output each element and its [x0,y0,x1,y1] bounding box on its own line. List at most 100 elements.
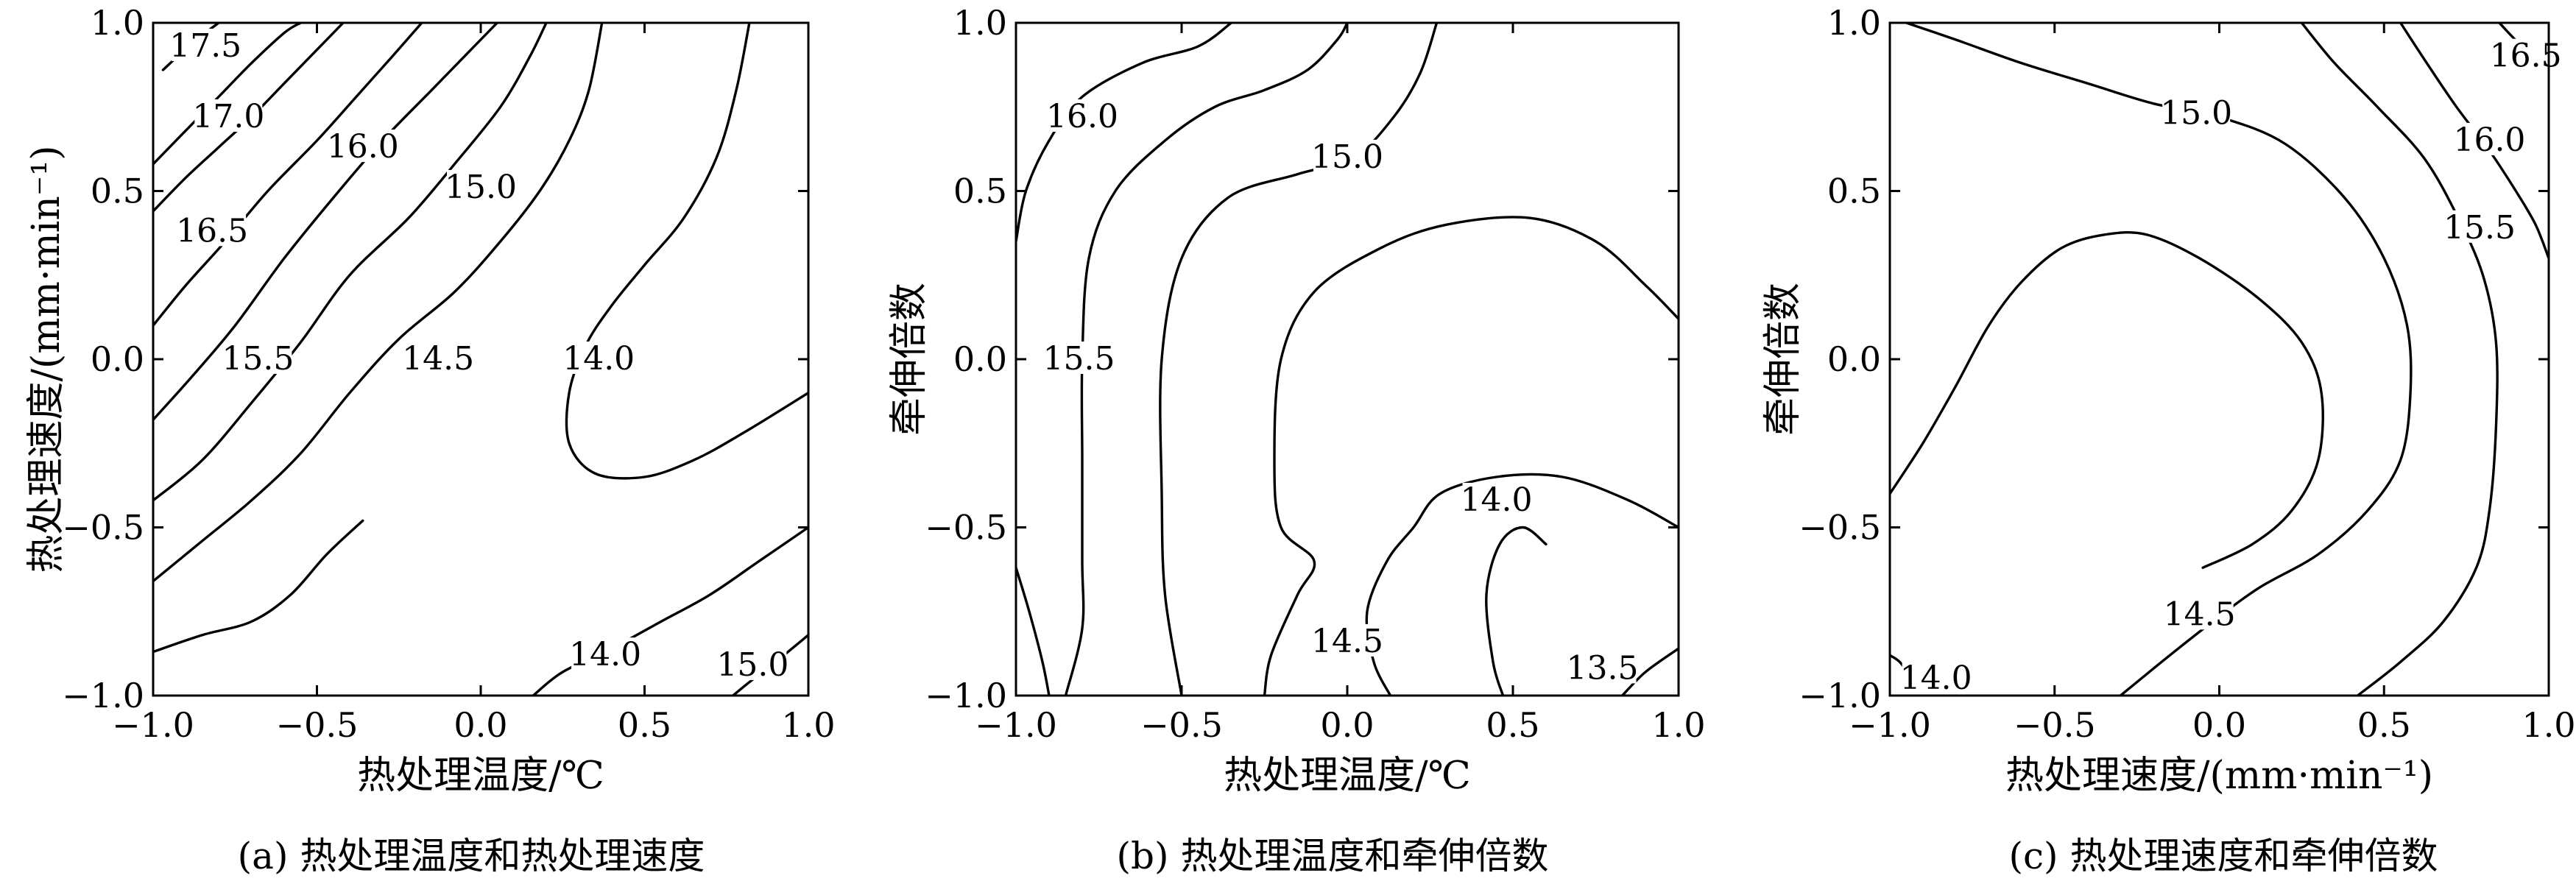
x-tick-label: 0.5 [2357,705,2411,745]
contour-line-14.5 [153,519,364,654]
contour-label: 13.5 [1567,649,1639,687]
contour-label: 14.0 [1461,481,1533,519]
contour-label-backdrop [172,28,240,61]
contour-label: 16.0 [2453,121,2525,159]
y-axis-label: 牵伸倍数 [1761,283,1805,436]
chart-panel-2: 16.0 15.5 15.0 14.5 14.0 13.5 −1.0 −0.5 0.0 0.5 1.… [887,3,1706,877]
x-axis-label: 热处理温度/℃ [1224,754,1471,798]
contour-line-15.5 [2300,23,2499,696]
y-tick-label: −0.5 [1799,508,1881,548]
x-tick-label: 0.0 [1320,705,1374,745]
contour-label: 16.5 [2490,38,2562,75]
y-tick-label: 0.5 [1827,172,1881,211]
contour-label: 16.5 [176,212,248,250]
contour-line-15.0 [153,23,548,502]
contour-label: 15.0 [1311,138,1383,176]
contour-lines [153,23,808,696]
x-axis-label: 热处理速度/(mm·min⁻¹) [2005,754,2433,798]
contour-line-14.5 [1890,231,2324,569]
x-tick-label: −0.5 [2014,705,2096,745]
contour-label: 14.5 [1311,623,1383,660]
y-axis-label: 热处理速度/(mm·min⁻¹) [24,146,68,573]
contour-label: 16.0 [327,128,399,166]
contour-label-backdrop [1568,651,1637,684]
contour-line-15.5 [1064,23,1349,696]
contour-label: 15.0 [716,646,788,684]
contour-label: 14.5 [2164,595,2236,633]
contour-label-backdrop [1045,342,1113,374]
contour-label: 15.5 [2443,209,2516,247]
y-axis-label: 牵伸倍数 [887,283,931,436]
contour-label-backdrop [1902,661,1970,694]
x-tick-label: 1.0 [1651,705,1705,745]
chart-panel-3: 16.5 16.0 15.5 15.0 14.5 14.0 −1.0 −0.5 0.0 0.5 1.… [1761,3,2576,877]
y-tick-label: 0.0 [1827,339,1881,379]
contour-line-15.0 [1905,23,2413,696]
x-tick-label: 1.0 [781,705,835,745]
contour-line-15.5 [153,23,498,421]
y-tick-label: 0.0 [953,339,1007,379]
x-tick-label: −0.5 [276,705,359,745]
y-tick-label: −1.0 [925,676,1007,715]
y-tick-label: −0.5 [62,508,144,548]
contour-label-backdrop [2446,210,2514,243]
x-tick-label: −1.0 [112,705,194,745]
contour-label-backdrop [404,342,473,374]
contour-line-15.0 [1159,23,1439,696]
chart-panel-1: 17.5 17.0 16.5 16.0 15.5 15.0 14.5 14.0 14.0 15.0… [24,3,836,877]
contour-label-backdrop [719,647,787,680]
x-tick-label: 0.0 [454,705,507,745]
contour-label: 17.5 [169,27,241,65]
contour-label-backdrop [224,342,292,374]
contour-line-14.5 [1263,216,1679,696]
panel-caption: (b) 热处理温度和牵伸倍数 [1117,835,1549,877]
y-tick-label: 0.5 [91,172,144,211]
x-axis-label: 热处理温度/℃ [357,754,604,798]
contour-label: 15.0 [2160,94,2232,132]
contour-label-backdrop [2165,597,2234,630]
y-tick-label: 1.0 [953,3,1007,43]
contour-label: 17.0 [192,98,264,135]
contour-label-backdrop [2162,96,2231,129]
contour-label-backdrop [1313,139,1381,172]
contour-line-13.5 [1485,526,1548,696]
contour-label-backdrop [1462,482,1531,515]
contour-label-backdrop [328,130,397,163]
x-tick-label: −1.0 [975,705,1057,745]
contour-label-backdrop [571,637,640,671]
contour-line-16.0 [153,23,423,327]
contour-label-backdrop [447,169,515,202]
x-tick-label: 0.5 [618,705,671,745]
contour-line-14.0 [565,23,808,480]
y-tick-label: 1.0 [1827,3,1881,43]
contour-label: 15.5 [1043,340,1115,378]
y-tick-label: 1.0 [91,3,144,43]
contour-line-14.5 [153,23,604,583]
x-tick-label: 1.0 [2522,705,2575,745]
contour-label-backdrop [178,213,247,247]
y-tick-label: −0.5 [925,508,1007,548]
x-tick-label: 0.5 [1486,705,1539,745]
x-tick-label: 0.0 [2192,705,2246,745]
contour-label: 14.0 [1900,660,1972,697]
x-tick-label: −0.5 [1140,705,1223,745]
contour-label-backdrop [194,99,263,132]
contour-label: 14.0 [562,340,635,378]
contour-label: 14.0 [569,636,641,673]
panel-caption: (c) 热处理速度和牵伸倍数 [2009,835,2438,877]
contour-line-13.5 [1620,647,1679,696]
panel-caption: (a) 热处理温度和热处理速度 [238,835,705,877]
y-tick-label: −1.0 [1799,676,1881,715]
contour-label: 15.0 [445,169,517,206]
y-tick-label: 0.5 [953,172,1007,211]
contour-label-backdrop [1313,623,1381,657]
contour-line-15.5 [1016,566,1051,696]
contour-label-backdrop [2455,122,2524,155]
y-tick-label: 0.0 [91,339,144,379]
y-tick-label: −1.0 [62,676,144,715]
contour-label-backdrop [1048,99,1116,132]
contour-label: 15.5 [222,340,294,378]
contour-label: 16.0 [1046,98,1118,135]
contour-line-17.0 [153,23,302,166]
